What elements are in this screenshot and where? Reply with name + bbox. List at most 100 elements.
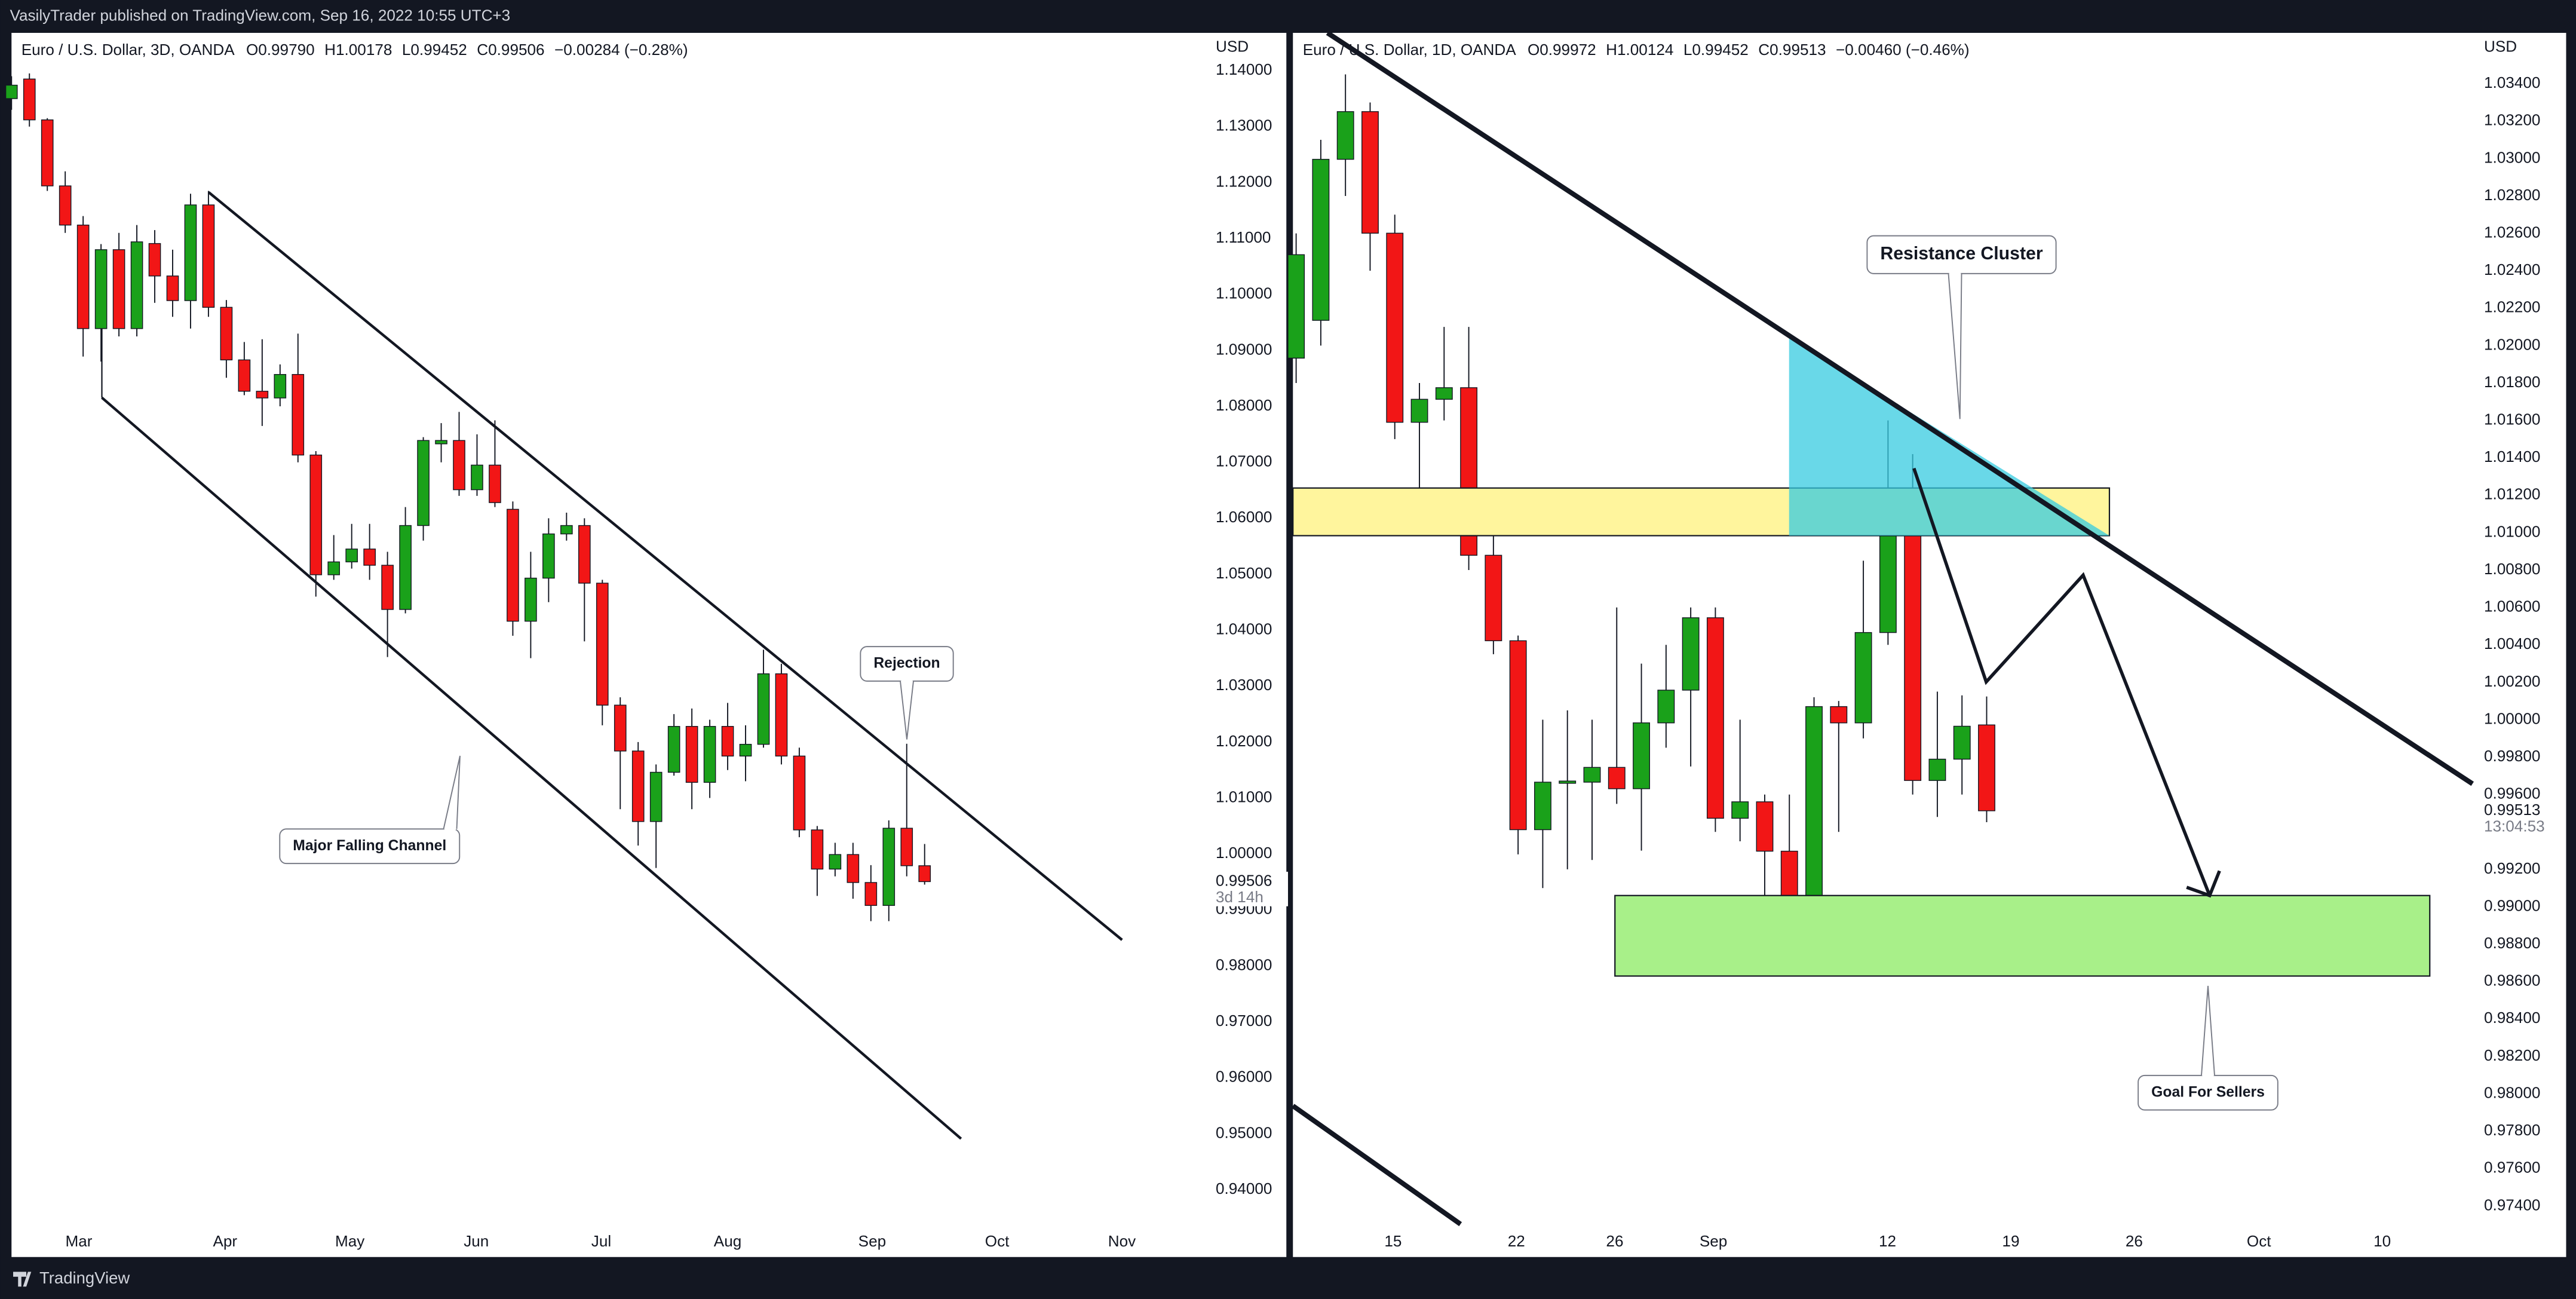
candle-body [882,828,896,906]
candle-body [525,577,537,622]
annotation: Rejection [860,646,954,740]
annotation-pointer [2201,985,2215,1076]
x-tick-label: 12 [1879,1232,1896,1250]
y-tick-label: 0.97000 [1216,1012,1272,1030]
candle-body [166,275,179,301]
ohlc-label: −0.00460 (−0.46%) [1836,41,1970,59]
candle-body [471,464,483,491]
candle-body [560,525,573,535]
candle-body [41,119,54,186]
annotation: Goal For Sellers [2138,985,2278,1111]
candle-body [1805,706,1823,896]
candle-body [238,359,251,392]
ohlc-label: C0.99513 [1758,41,1826,59]
publisher-line: VasilyTrader published on TradingView.co… [10,6,511,24]
candle-body [1706,617,1724,819]
candle-body [5,84,18,99]
y-tick-label: 1.05000 [1216,564,1272,582]
annotation-text: Rejection [873,655,940,672]
annotation-box [279,828,461,865]
candle-body [23,78,36,121]
candle-body [381,565,394,610]
ohlc-label: −0.00284 (−0.28%) [554,41,688,59]
y-tick-label: 1.02000 [2484,335,2540,353]
candle-body [1312,158,1330,321]
chart-title: Euro / U.S. Dollar, 1D, OANDA [1303,41,1517,59]
y-tick-label: 1.01600 [2484,410,2540,428]
x-tick-label: 15 [1384,1232,1402,1250]
candle-body [847,854,860,883]
candle-body [292,373,305,456]
y-tick-label: 0.98400 [2484,1009,2540,1027]
target-zone [1614,894,2431,977]
y-tick-label: 1.01000 [1216,788,1272,805]
candle-body [94,249,108,329]
right-pane [1293,32,2566,1257]
candle-body [1361,111,1379,234]
x-tick-label: Jun [464,1232,489,1250]
annotation-pointer [900,681,914,740]
y-tick-label: 1.06000 [1216,508,1272,526]
y-tick-label: 0.94000 [1216,1179,1272,1197]
candle-body [775,673,788,757]
y-tick-label: 1.02600 [2484,223,2540,241]
candle-body [631,750,645,822]
candle-body [918,865,931,883]
x-tick-label: 22 [1508,1232,1525,1250]
candle-body [703,726,716,783]
candle-body [667,726,680,773]
candle-body [811,829,824,870]
y-tick-label: 1.00000 [1216,844,1272,862]
candle-body [1953,725,1971,760]
candle-body [649,771,663,822]
y-tick-label: 0.98600 [2484,972,2540,989]
y-tick-label: 0.99000 [2484,896,2540,914]
candle-body [327,561,341,575]
candle-body [417,440,430,526]
x-tick-label: Oct [985,1232,1010,1250]
candle-body [1854,632,1872,724]
candle-body [435,440,447,445]
candle-body [1830,706,1848,724]
y-tick-label: 1.03200 [2484,111,2540,129]
candle-body [1287,254,1305,359]
annotation-text: Resistance Cluster [1880,244,2043,264]
x-tick-label: Sep [858,1232,886,1250]
x-tick-label: Nov [1108,1232,1136,1250]
y-tick-label: 1.00000 [2484,709,2540,727]
candle-body [130,241,143,329]
x-tick-label: 19 [2002,1232,2019,1250]
annotation-text: Major Falling Channel [293,838,446,854]
currency-label: USD [2484,38,2517,56]
candle-body [757,673,770,745]
candle-body [1633,722,1650,789]
candle-body [1682,617,1700,691]
tradingview-logo [13,1272,32,1287]
x-tick-label: May [335,1232,364,1250]
x-tick-label: Oct [2247,1232,2271,1250]
projection-path [1912,467,2212,896]
brand: TradingView [39,1269,130,1287]
y-tick-label: 1.09000 [1216,340,1272,358]
countdown-label: 13:04:53 [2484,817,2545,835]
y-tick-label: 0.97800 [2484,1121,2540,1139]
y-tick-label: 1.10000 [1216,284,1272,302]
projection-arrowhead [2186,870,2221,898]
currency-label: USD [1216,38,1249,56]
candle-body [578,525,591,584]
candle-body [220,307,233,361]
candle-body [309,454,323,575]
trendline-upper [1326,30,2474,786]
last-price-label: 0.99506 [1216,871,1272,889]
channel-upper [207,191,1123,941]
y-tick-label: 0.96000 [1216,1068,1272,1086]
y-tick-label: 1.08000 [1216,396,1272,414]
y-tick-label: 1.03000 [1216,676,1272,694]
candle-body [1928,758,1946,781]
channel-lower [101,396,962,1140]
candle-body [1410,399,1428,423]
candle-body [489,464,501,503]
y-tick-label: 1.02400 [2484,261,2540,278]
candle-body [1509,640,1527,831]
ohlc-label: L0.99452 [1683,41,1749,59]
